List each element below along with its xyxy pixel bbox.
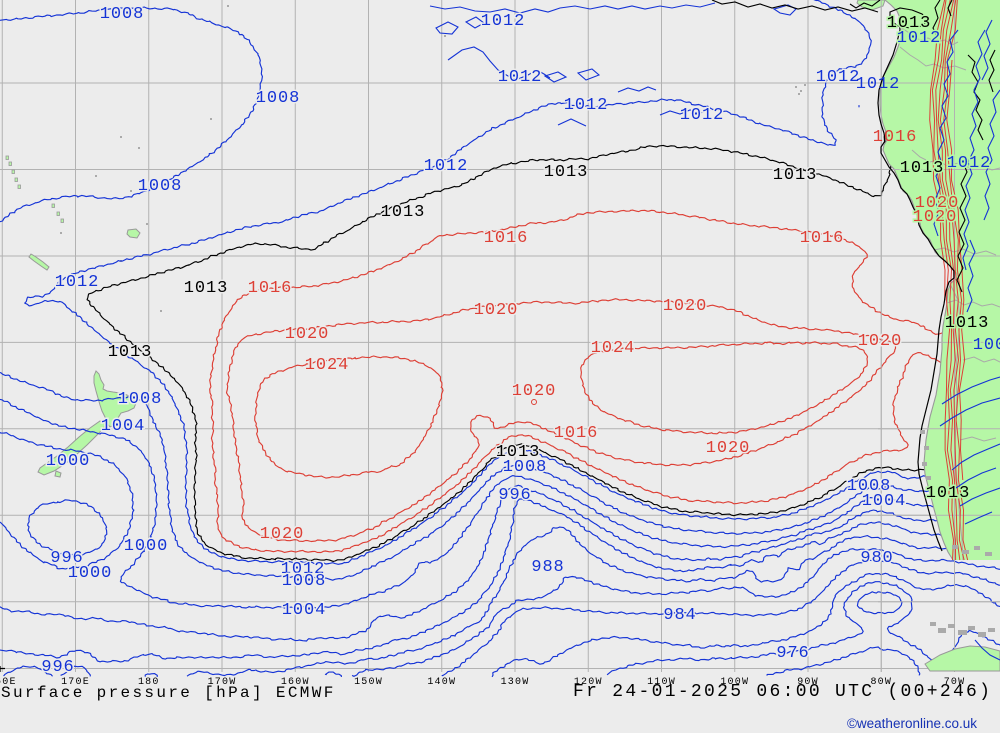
svg-text:90W: 90W <box>797 677 819 688</box>
svg-text:1004: 1004 <box>282 601 326 620</box>
svg-text:1016: 1016 <box>800 229 844 248</box>
svg-text:70W: 70W <box>944 677 966 688</box>
svg-text:©weatheronline.co.uk: ©weatheronline.co.uk <box>847 716 977 731</box>
svg-text:1013: 1013 <box>945 314 989 333</box>
svg-text:1013: 1013 <box>184 279 228 298</box>
svg-text:1012: 1012 <box>680 106 724 125</box>
svg-text:80W: 80W <box>870 677 892 688</box>
svg-text:Surface pressure [hPa] ECMWF: Surface pressure [hPa] ECMWF <box>1 684 336 702</box>
svg-text:1020: 1020 <box>285 325 329 344</box>
svg-text:1012: 1012 <box>564 96 608 115</box>
svg-text:160E: 160E <box>0 677 17 688</box>
svg-text:1020: 1020 <box>706 439 750 458</box>
svg-text:1012: 1012 <box>947 154 991 173</box>
svg-text:976: 976 <box>776 644 809 663</box>
svg-text:1016: 1016 <box>248 279 292 298</box>
svg-text:1008: 1008 <box>503 458 547 477</box>
svg-text:1012: 1012 <box>498 68 542 87</box>
svg-text:140W: 140W <box>427 677 456 688</box>
svg-text:150W: 150W <box>354 677 383 688</box>
svg-text:1004: 1004 <box>101 417 145 436</box>
svg-text:996: 996 <box>50 549 83 568</box>
svg-text:1008: 1008 <box>256 89 300 108</box>
svg-text:1008: 1008 <box>118 390 162 409</box>
svg-text:1020: 1020 <box>915 194 959 213</box>
svg-text:1020: 1020 <box>858 332 902 351</box>
svg-text:1008: 1008 <box>847 477 891 496</box>
svg-text:1000: 1000 <box>68 564 112 583</box>
svg-text:1020: 1020 <box>913 208 957 227</box>
svg-text:1013: 1013 <box>496 443 540 462</box>
svg-text:1008: 1008 <box>138 177 182 196</box>
svg-text:1016: 1016 <box>484 229 528 248</box>
svg-text:1013: 1013 <box>544 163 588 182</box>
svg-text:1024: 1024 <box>305 356 349 375</box>
svg-text:1008: 1008 <box>973 336 1000 355</box>
svg-text:120W: 120W <box>574 677 603 688</box>
svg-text:988: 988 <box>531 558 564 577</box>
svg-text:980: 980 <box>860 549 893 568</box>
svg-text:130W: 130W <box>501 677 530 688</box>
svg-text:1020: 1020 <box>474 301 518 320</box>
svg-text:1008: 1008 <box>100 5 144 24</box>
svg-text:1016: 1016 <box>873 128 917 147</box>
svg-text:996: 996 <box>498 486 531 505</box>
svg-text:1004: 1004 <box>862 492 906 511</box>
svg-text:170W: 170W <box>208 677 237 688</box>
svg-text:1013: 1013 <box>926 484 970 503</box>
svg-text:1013: 1013 <box>887 14 931 33</box>
svg-text:1024: 1024 <box>591 339 635 358</box>
svg-text:1000: 1000 <box>124 537 168 556</box>
svg-text:1008: 1008 <box>282 572 326 591</box>
svg-text:1013: 1013 <box>773 166 817 185</box>
svg-text:110W: 110W <box>647 677 676 688</box>
svg-text:984: 984 <box>663 606 696 625</box>
svg-text:1020: 1020 <box>260 525 304 544</box>
svg-text:1012: 1012 <box>55 273 99 292</box>
svg-text:1013: 1013 <box>108 343 152 362</box>
svg-text:170E: 170E <box>61 677 90 688</box>
svg-text:1013: 1013 <box>900 159 944 178</box>
svg-text:1012: 1012 <box>281 560 325 579</box>
svg-text:1013: 1013 <box>381 203 425 222</box>
svg-text:1020: 1020 <box>663 297 707 316</box>
svg-text:1012: 1012 <box>481 12 525 31</box>
svg-text:160W: 160W <box>281 677 310 688</box>
svg-text:100W: 100W <box>720 677 749 688</box>
svg-text:1020: 1020 <box>512 382 556 401</box>
svg-text:996: 996 <box>41 658 74 677</box>
svg-text:1012: 1012 <box>424 157 468 176</box>
svg-text:Fr 24-01-2025 06:00 UTC (00+24: Fr 24-01-2025 06:00 UTC (00+246) <box>573 682 992 702</box>
svg-text:1012: 1012 <box>897 29 941 48</box>
svg-text:1016: 1016 <box>554 424 598 443</box>
svg-text:180: 180 <box>138 677 160 688</box>
svg-text:1000: 1000 <box>46 452 90 471</box>
svg-text:1012: 1012 <box>816 68 860 87</box>
svg-text:1012: 1012 <box>856 75 900 94</box>
